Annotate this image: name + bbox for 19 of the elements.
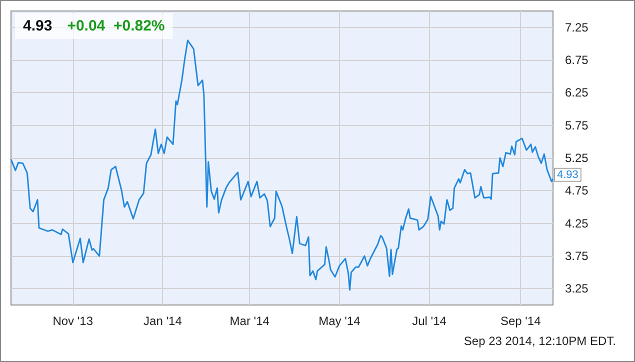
y-tick-label: 6.25: [565, 86, 589, 100]
y-tick-label: 7.25: [565, 20, 589, 34]
y-tick-label: 5.75: [565, 118, 589, 132]
x-tick-label: Jul '14: [412, 314, 447, 328]
y-tick-label: 3.25: [565, 282, 589, 296]
x-tick-label: Sep '14: [500, 314, 542, 328]
data-label: 4.93: [557, 168, 578, 181]
y-tick-label: 3.75: [565, 249, 589, 263]
x-tick-label: Jan '14: [144, 314, 182, 328]
y-tick-label: 4.75: [565, 184, 589, 198]
x-tick-label: May '14: [318, 314, 361, 328]
chart-title: 4.93: [23, 18, 52, 34]
y-tick-label: 4.25: [565, 216, 589, 230]
text: Sep 23 2014, 12:10PM EDT.: [464, 334, 616, 348]
chart-subtitle: +0.04 +0.82%: [67, 18, 165, 34]
y-tick-label: 6.75: [565, 53, 589, 67]
x-tick-label: Mar '14: [230, 314, 270, 328]
y-tick-label: 5.25: [565, 151, 589, 165]
x-tick-label: Nov '13: [52, 314, 94, 328]
